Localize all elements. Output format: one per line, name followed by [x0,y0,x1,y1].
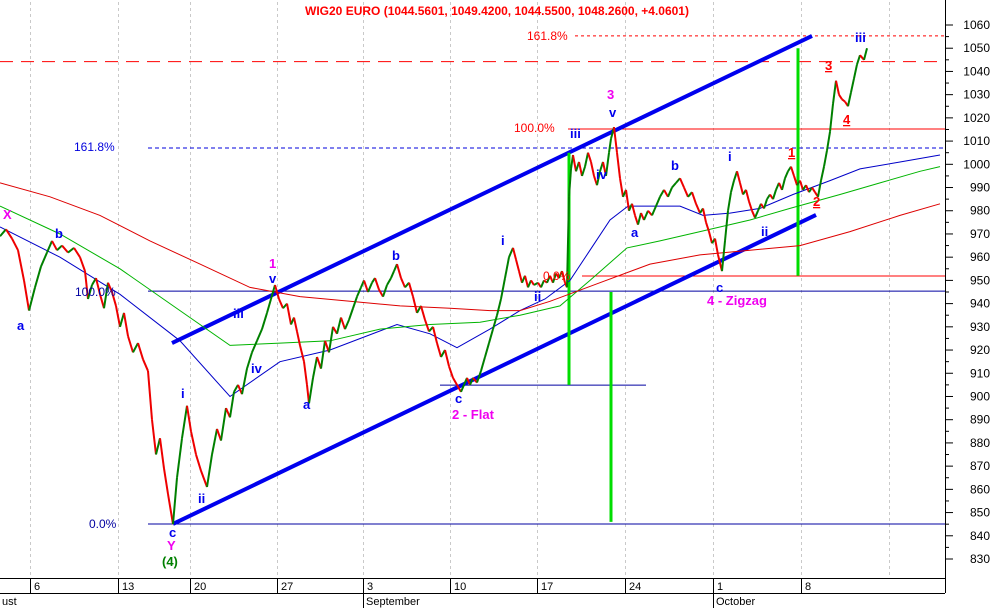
x-tick-10: 10 [454,581,466,593]
wave-label-i: i [728,149,732,164]
wave-label-2: 2 [813,194,820,209]
y-tick-860: 860 [970,482,990,496]
wave-label-v: v [609,105,617,120]
y-tick-900: 900 [970,389,990,403]
wave-label-2-flat: 2 - Flat [452,407,495,422]
wave-label-4: 4 [843,112,851,127]
y-tick-850: 850 [970,506,990,520]
fib-label-161.8%: 161.8% [74,140,115,154]
chart-title: WIG20 EURO (1044.5601, 1049.4200, 1044.5… [305,4,689,18]
fib-label-161.8%: 161.8% [527,29,568,43]
y-tick-1060: 1060 [963,18,990,32]
y-tick-970: 970 [970,227,990,241]
wave-label-b: b [392,248,400,263]
wave-label-a: a [631,225,639,240]
price-line [0,47,868,525]
y-tick-1040: 1040 [963,64,990,78]
y-tick-960: 960 [970,250,990,264]
y-axis: 1060 1050 1040 1030 1020 1010 1000 990 980 970 960… [945,0,990,593]
y-tick-1050: 1050 [963,41,990,55]
wave-label-3: 3 [607,87,614,102]
vertical-gridlines [30,2,890,578]
wave-label-b: b [671,158,679,173]
y-tick-950: 950 [970,273,990,287]
wave-label-i: i [181,386,185,401]
wave-label-iv: iv [251,361,263,376]
month-label-october: October [716,596,755,608]
y-tick-1020: 1020 [963,111,990,125]
x-tick-17: 17 [541,581,553,593]
moving-average-lines [0,154,941,398]
event-vertical-lines [567,48,800,522]
wave-label-iii: iii [855,30,866,45]
y-tick-1000: 1000 [963,157,990,171]
y-tick-1030: 1030 [963,88,990,102]
wave-label-a: a [17,318,25,333]
wave-label-c: c [455,391,462,406]
wave-label-c: c [169,525,176,540]
wave-label-1: 1 [788,145,795,160]
x-tick-27: 27 [281,581,293,593]
wave-label-b: b [55,226,63,241]
fibonacci-labels: 161.8% 100.0% 0.0% 161.8% 100.0% 0.0% [74,29,571,531]
month-label-september: September [366,596,420,608]
y-tick-920: 920 [970,343,990,357]
fib-label-0.0%: 0.0% [89,517,117,531]
wave-label-iii: iii [570,126,581,141]
wave-label-c: c [716,280,723,295]
y-tick-940: 940 [970,297,990,311]
wave-label-ii: ii [198,491,205,506]
wave-label-a: a [303,397,311,412]
x-tick-6: 6 [34,581,40,593]
wave-label-v: v [269,271,277,286]
x-tick-13: 13 [122,581,134,593]
y-tick-880: 880 [970,436,990,450]
fib-label-100.0%: 100.0% [514,121,555,135]
month-label-ust: ust [2,596,17,608]
wave-label-y: Y [167,538,176,553]
wave-label-ii: ii [534,289,541,304]
x-tick-8: 8 [805,581,811,593]
x-tick-3: 3 [367,581,373,593]
y-tick-910: 910 [970,366,990,380]
fib-label-0.0%: 0.0% [543,269,571,283]
y-tick-840: 840 [970,529,990,543]
y-tick-870: 870 [970,459,990,473]
wave-label-x: X [3,207,12,222]
wave-label-iv: iv [596,167,608,182]
y-tick-1010: 1010 [963,134,990,148]
wave-label-ii: ii [761,224,768,239]
fibonacci-lines [0,35,945,525]
x-tick-20: 20 [194,581,206,593]
wave-label-1: 1 [269,256,276,271]
y-tick-980: 980 [970,204,990,218]
x-tick-1: 1 [717,581,723,593]
trend-channel-lines [171,34,817,526]
x-axis: 6 13 20 27 3 10 17 24 1 8 ust September October [0,578,945,608]
x-tick-24: 24 [629,581,641,593]
y-tick-890: 890 [970,413,990,427]
wave-label--4-: (4) [162,554,178,569]
y-tick-990: 990 [970,181,990,195]
y-tick-830: 830 [970,552,990,566]
wave-label-4-zigzag: 4 - Zigzag [707,293,767,308]
wave-label-3: 3 [825,58,832,73]
y-tick-930: 930 [970,320,990,334]
wave-label-iii: iii [233,306,244,321]
wave-label-i: i [501,233,505,248]
fib-label-100.0%: 100.0% [75,285,116,299]
